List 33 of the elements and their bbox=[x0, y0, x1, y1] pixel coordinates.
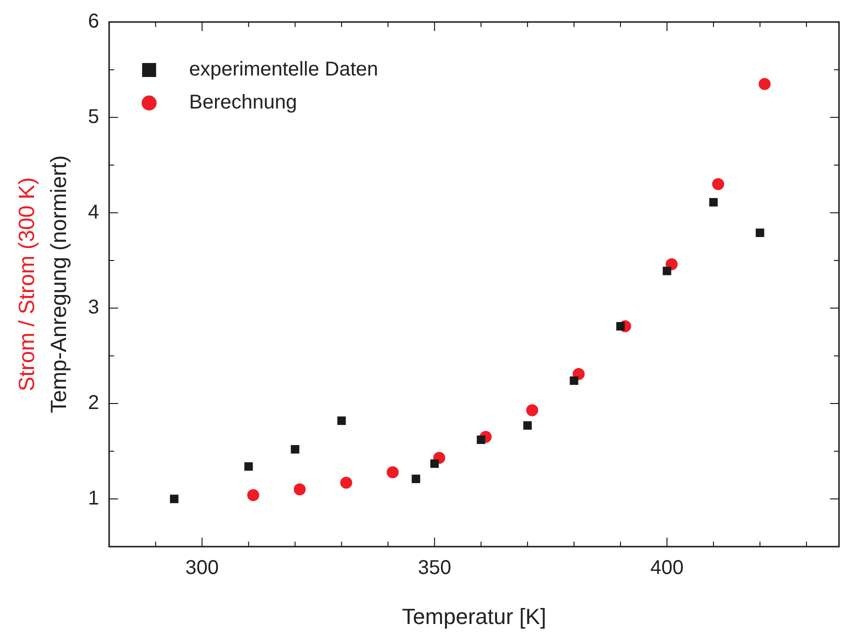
point bbox=[616, 322, 625, 331]
y-tick-label: 1 bbox=[88, 487, 100, 510]
point bbox=[290, 445, 300, 454]
point bbox=[709, 198, 718, 207]
point bbox=[758, 78, 771, 90]
point bbox=[476, 436, 486, 444]
y-tick-label: 5 bbox=[88, 106, 100, 128]
point bbox=[756, 228, 764, 238]
point bbox=[430, 459, 439, 468]
point bbox=[337, 416, 346, 425]
y-tick-label: 3 bbox=[88, 296, 100, 319]
point bbox=[247, 489, 260, 502]
point bbox=[386, 466, 399, 478]
y-tick-label: 2 bbox=[88, 392, 100, 414]
legend-label: experimentelle Daten bbox=[189, 58, 378, 81]
point bbox=[570, 376, 578, 385]
point bbox=[170, 494, 178, 504]
point bbox=[340, 476, 352, 489]
point bbox=[526, 404, 538, 416]
x-axis-title: Temperatur [K] bbox=[402, 604, 546, 629]
point bbox=[244, 462, 253, 471]
point bbox=[523, 421, 532, 430]
x-tick-label: 400 bbox=[650, 557, 684, 580]
legend-label: Berechnung bbox=[189, 92, 297, 114]
point bbox=[662, 266, 672, 276]
x-tick-label: 350 bbox=[418, 557, 452, 580]
x-tick-label: 300 bbox=[185, 557, 219, 580]
y-tick-label: 6 bbox=[88, 10, 100, 33]
point bbox=[412, 474, 420, 484]
y-axis-title: Strom / Strom (300 K) Temp-Anregung (normiert) bbox=[14, 155, 72, 414]
y-tick-label: 4 bbox=[88, 201, 100, 224]
point bbox=[294, 483, 306, 496]
point bbox=[712, 178, 724, 190]
